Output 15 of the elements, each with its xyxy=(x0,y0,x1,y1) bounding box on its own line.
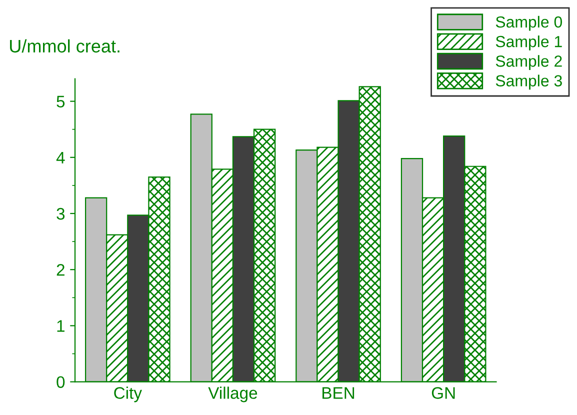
y-tick-label: 2 xyxy=(56,264,64,276)
legend-label: Sample 3 xyxy=(496,74,562,90)
y-tick-label: 5 xyxy=(56,96,65,108)
y-tick-label: 0 xyxy=(56,376,65,388)
legend-label: Sample 1 xyxy=(496,36,562,50)
legend-label: Sample 0 xyxy=(496,16,562,31)
y-tick-label: 1 xyxy=(57,320,64,332)
x-tick-label: City xyxy=(114,386,142,402)
y-axis-title: U/mmol creat. xyxy=(10,39,120,53)
legend-label: Sample 2 xyxy=(496,55,562,70)
y-tick-label: 4 xyxy=(56,152,65,164)
x-tick-label: Village xyxy=(208,386,258,402)
y-tick-label: 3 xyxy=(56,208,65,220)
x-tick-label: GN xyxy=(432,387,455,399)
x-tick-label: BEN xyxy=(322,387,354,399)
